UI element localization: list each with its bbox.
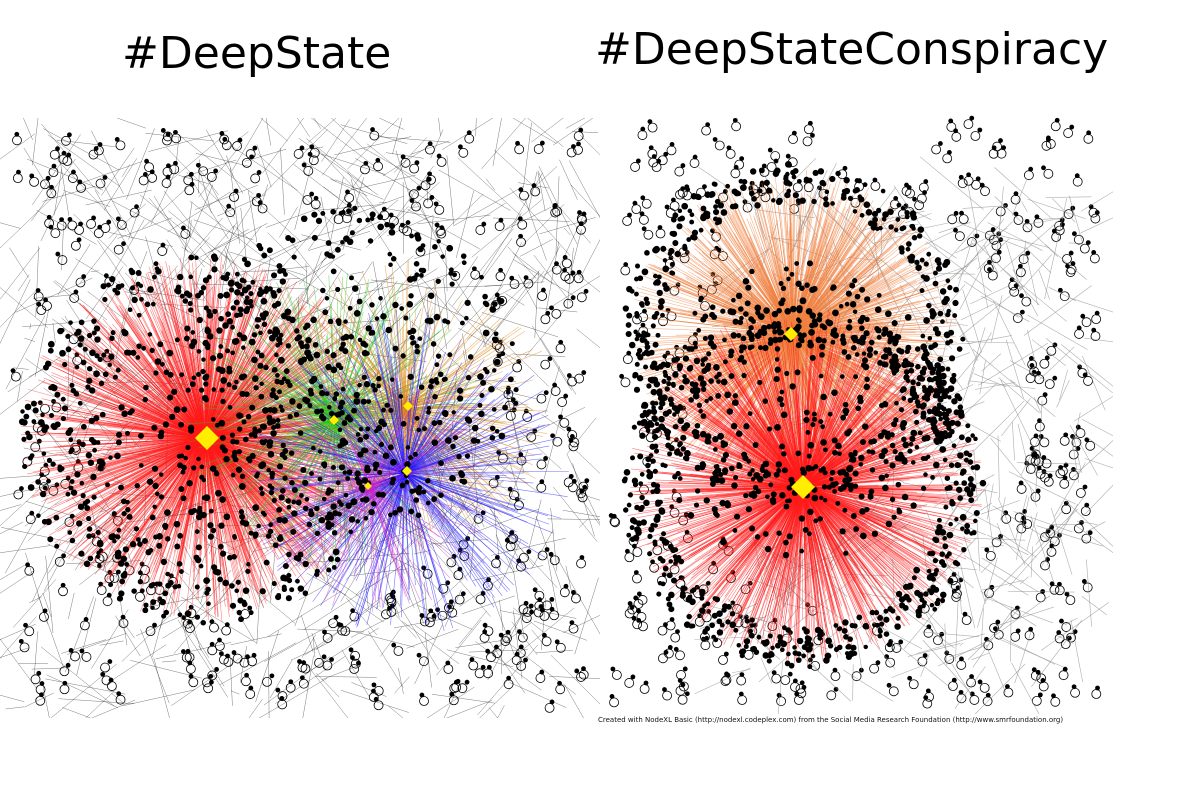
deepstateconspiracy-network-graph xyxy=(598,112,1113,714)
deepstate-network-svg xyxy=(0,118,600,718)
right-graph-title: #DeepStateConspiracy xyxy=(595,24,1109,75)
red-cluster-nodes xyxy=(18,253,390,626)
inner-nodes xyxy=(648,260,950,559)
red-cluster-hub xyxy=(791,475,815,499)
left-graph-title: #DeepState xyxy=(122,28,392,79)
red-cluster-hub xyxy=(195,426,219,450)
green-cluster-hub xyxy=(329,415,339,425)
orange-cluster-hub xyxy=(403,401,413,411)
red-cluster-ring-nodes xyxy=(621,305,987,670)
peripheral-nodes xyxy=(10,127,590,713)
blue-cluster-hub xyxy=(402,466,412,476)
magenta-cluster-hub xyxy=(364,482,372,490)
center-nodes xyxy=(198,205,519,527)
nodexl-credit-text: Created with NodeXL Basic (http://nodexl… xyxy=(598,716,1064,724)
orange-cluster-hub xyxy=(784,327,798,341)
deepstateconspiracy-network-svg xyxy=(608,115,1113,714)
deepstate-network-graph xyxy=(0,118,600,718)
